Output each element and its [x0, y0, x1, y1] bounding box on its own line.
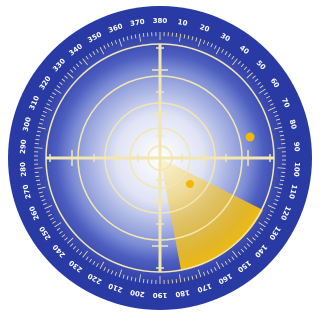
dial-label: 10 [177, 18, 188, 28]
blip [186, 180, 194, 188]
dial-label: 190 [153, 291, 168, 299]
dial-tick [176, 33, 177, 37]
radar: 3801020304050607080901001101201301401501… [0, 0, 318, 317]
page: {"dial": {"labels": ["380", "10", "20", … [0, 0, 320, 317]
dial-label: 100 [292, 162, 301, 177]
dial-tick [143, 279, 144, 283]
dial-label: 90 [292, 141, 301, 151]
dial-label: 280 [19, 162, 28, 177]
dial-tick [143, 33, 144, 37]
dial-label: 290 [19, 139, 28, 154]
dial-label: 380 [153, 17, 168, 25]
dial-tick [176, 279, 177, 283]
blip [246, 133, 255, 142]
